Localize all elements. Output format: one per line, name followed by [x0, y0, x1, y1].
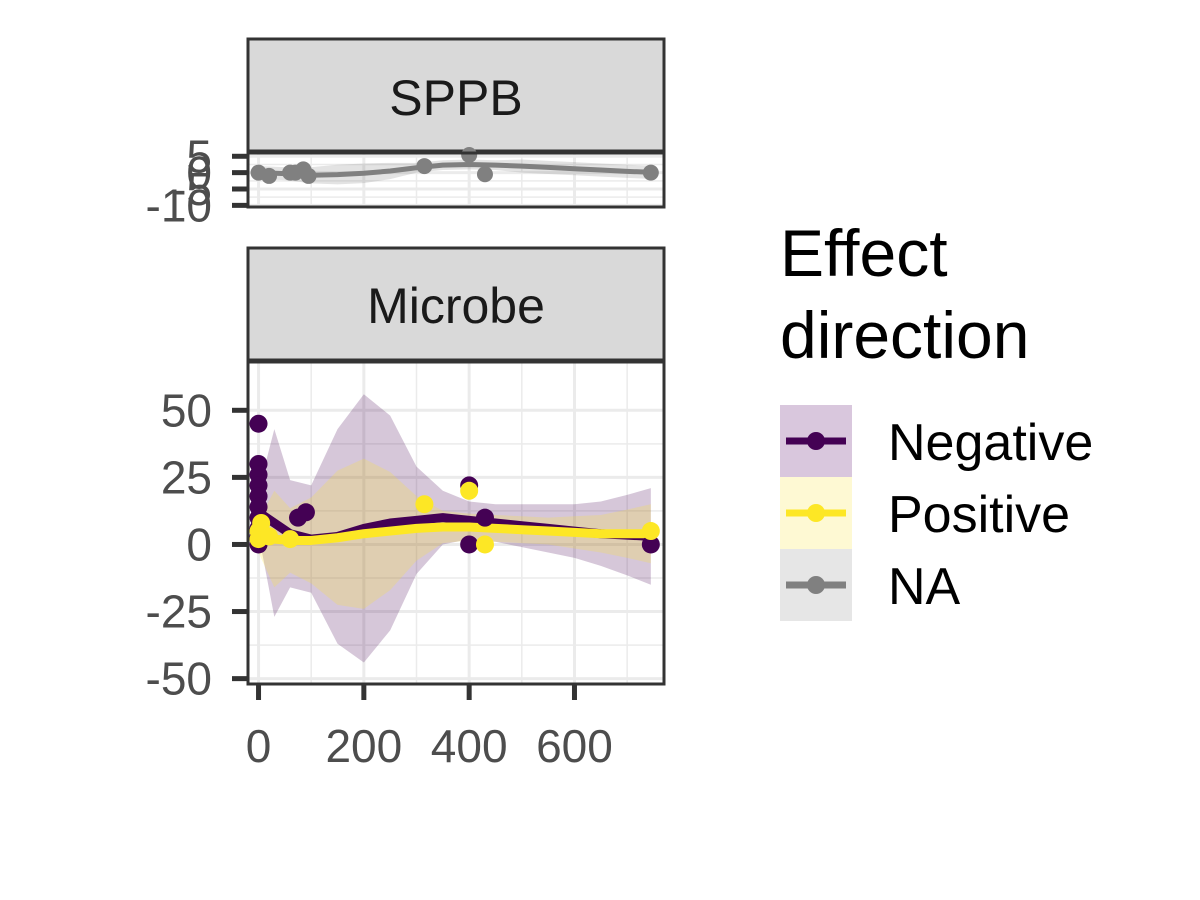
legend-key-point-negative [807, 432, 825, 450]
y-tick-label: 0 [186, 518, 212, 570]
y-tick-label: -25 [146, 586, 212, 638]
legend-label-na: NA [888, 558, 961, 616]
legend-title-line1: Effect [780, 216, 948, 290]
data-point-negative [249, 414, 268, 433]
data-point-negative [475, 508, 494, 527]
y-tick-label: -5 [171, 163, 212, 215]
sppb-y-axis: 50-5-10 [146, 130, 248, 231]
data-point-negative [641, 535, 660, 554]
y-tick-label: -10 [146, 179, 212, 231]
x-tick-label: 200 [325, 720, 402, 772]
data-point-positive [641, 522, 660, 541]
data-point-na [476, 166, 493, 183]
facet-sppb: SPPB 50-5-10 [146, 37, 666, 231]
data-point-positive [260, 527, 279, 546]
data-point-na [261, 167, 278, 184]
microbe-points [249, 414, 660, 554]
legend-label-negative: Negative [888, 414, 1093, 472]
strip-sppb [246, 37, 666, 153]
x-tick-label: 600 [536, 720, 613, 772]
data-point-na [416, 158, 433, 175]
data-point-positive [460, 481, 479, 500]
microbe-trend-lines [256, 508, 652, 545]
trend-line-positive [257, 522, 651, 545]
microbe-y-axis: 50 25 0 -25 -50 [146, 384, 248, 705]
data-point-negative [460, 535, 479, 554]
legend-label-positive: Positive [888, 486, 1070, 544]
legend-key-point-positive [807, 504, 825, 522]
trend-line-na [258, 161, 651, 178]
data-point-positive [252, 514, 271, 532]
y-tick-label: 0 [186, 147, 212, 199]
strip-label-microbe: Microbe [367, 278, 545, 334]
facet-microbe: Microbe 50 25 0 -25 -50 0 200 400 600 [146, 246, 666, 772]
data-point-na [461, 147, 478, 163]
data-point-na [642, 164, 659, 181]
microbe-x-axis: 0 200 400 600 [246, 684, 613, 772]
x-tick-label: 0 [246, 720, 272, 772]
panel-sppb-border [246, 151, 666, 209]
sppb-trend-lines [258, 161, 651, 178]
panel-sppb-bg [248, 153, 664, 207]
data-point-negative [296, 503, 315, 522]
legend-key-point-na [807, 576, 825, 594]
y-tick-label: -50 [146, 653, 212, 705]
y-tick-label: 50 [161, 384, 212, 436]
legend-keys: Negative Positive NA [780, 405, 1093, 621]
data-point-na [300, 167, 317, 184]
x-tick-label: 400 [431, 720, 508, 772]
sppb-points [250, 147, 659, 184]
y-tick-label: 5 [186, 130, 212, 182]
data-point-positive [281, 530, 300, 549]
legend: Effect direction Negative Positive NA [780, 216, 1093, 621]
strip-microbe [246, 246, 666, 362]
ci-band-positive [258, 458, 651, 609]
data-point-positive [415, 495, 434, 514]
y-tick-label: 25 [161, 451, 212, 503]
legend-title-line2: direction [780, 298, 1029, 372]
panel-microbe-border [246, 360, 666, 686]
data-point-positive [475, 535, 494, 554]
strip-label-sppb: SPPB [389, 70, 522, 126]
